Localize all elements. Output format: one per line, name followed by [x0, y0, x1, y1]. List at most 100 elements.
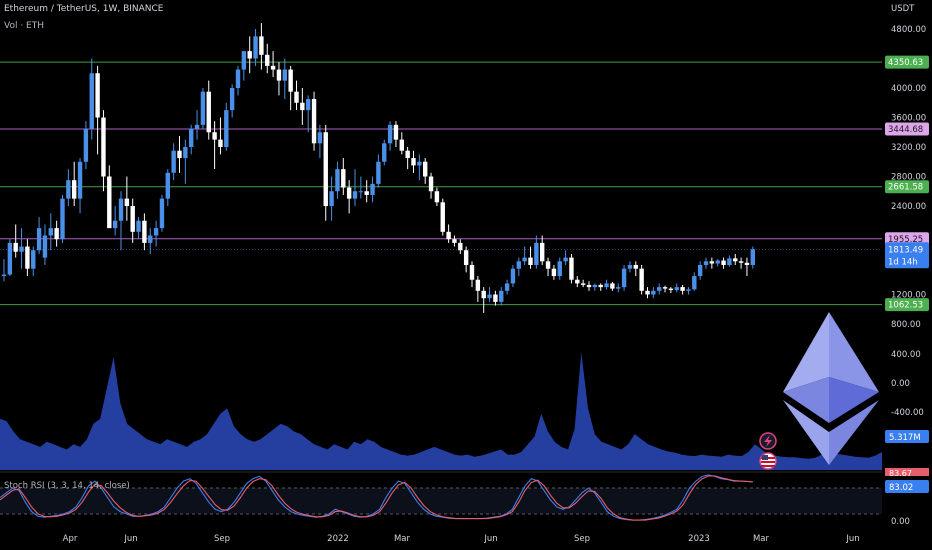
stoch-rsi-pane[interactable]: 83.67 83.02 0.00: [0, 468, 929, 527]
candle-body: [124, 198, 130, 206]
candle-body: [428, 176, 434, 192]
ethereum-logo-mid-right: [829, 377, 879, 423]
candle-body: [288, 69, 293, 92]
lightning-icon[interactable]: [759, 432, 777, 450]
candle-body: [323, 132, 328, 206]
candle-body: [639, 268, 644, 291]
time-tick-label: Sep: [214, 534, 230, 544]
candle-body: [686, 289, 691, 291]
ethereum-logo-bottom-left: [783, 400, 829, 465]
candle-body: [382, 143, 387, 162]
candle-body: [300, 102, 305, 111]
candle-body: [469, 265, 475, 280]
candle-body: [352, 191, 358, 199]
candle-body: [703, 261, 709, 265]
candle-body: [504, 283, 510, 291]
price-tick-label: 800.00: [891, 320, 921, 330]
price-tick-label: 4800.00: [891, 25, 926, 35]
candle-body: [95, 73, 100, 118]
time-tick-label: Jun: [845, 534, 859, 544]
time-tick-label: Apr: [63, 534, 78, 544]
candle-body: [329, 191, 334, 206]
candle-body: [54, 228, 59, 240]
candle-body: [551, 268, 557, 277]
candle-body: [563, 257, 568, 262]
candle-body: [528, 257, 533, 265]
candle-body: [235, 69, 241, 88]
price-pane[interactable]: 4800.00 4000.00 3600.00 3200.00 2800.00 2400.…: [0, 23, 929, 330]
candle-body: [645, 290, 650, 295]
candle-body: [376, 161, 381, 184]
candle-body: [25, 246, 30, 269]
price-tags: 4350.63 3444.68 2661.58 1955.25 1062.53 1813.…: [885, 55, 929, 312]
candle-body: [13, 242, 18, 252]
candle-body: [557, 261, 562, 277]
candle-body: [153, 228, 159, 236]
candle-body: [510, 268, 516, 284]
candle-body: [610, 283, 615, 289]
ethereum-logo-top-left: [783, 312, 829, 392]
time-tick-label: Mar: [394, 534, 411, 544]
candle-body: [651, 290, 656, 295]
price-axis[interactable]: 4800.00 4000.00 3600.00 3200.00 2800.00 2400.…: [891, 25, 926, 330]
price-tick-label: 4000.00: [891, 84, 926, 94]
chart-title[interactable]: Ethereum / TetherUS, 1W, BINANCE: [4, 4, 164, 14]
candle-body: [60, 198, 65, 240]
time-tick-label: 2022: [327, 534, 349, 544]
candle-body: [750, 249, 755, 265]
candle-body: [77, 161, 83, 199]
candle-body: [715, 260, 720, 264]
candle-body: [727, 258, 732, 265]
volume-label[interactable]: Vol · ETH: [4, 21, 44, 31]
price-tick-label: 3200.00: [891, 143, 926, 153]
stoch-rsi-label[interactable]: Stoch RSI (3, 3, 14, 14, close): [4, 481, 130, 491]
time-tick-label: Mar: [753, 534, 770, 544]
candle-body: [487, 294, 492, 299]
price-tick-label: 1200.00: [891, 291, 926, 301]
time-axis[interactable]: Apr Jun Sep 2022 Mar Jun Sep 2023 Mar Jun: [63, 534, 860, 544]
volume-pane[interactable]: 400.00 0.00 -400.00 5.317M: [0, 350, 929, 470]
candle-body: [657, 287, 662, 291]
volume-area: [0, 352, 882, 470]
candle-body: [540, 242, 545, 262]
candle-body: [306, 99, 311, 111]
candle-body: [621, 268, 627, 288]
volume-tick-label: 0.00: [891, 379, 910, 389]
ethereum-logo-mid-left: [783, 377, 829, 423]
candle-body: [253, 36, 258, 59]
candle-body: [265, 54, 270, 66]
price-tick-label: 3600.00: [891, 114, 926, 124]
candle-body: [481, 290, 486, 299]
candle-body: [311, 99, 317, 144]
stoch-line: [0, 475, 753, 521]
level-tag: [885, 55, 929, 69]
volume-tick-label: -400.00: [891, 408, 924, 418]
candle-body: [36, 228, 42, 251]
candle-body: [393, 124, 399, 140]
candle-body: [247, 51, 252, 59]
candle-body: [440, 202, 445, 232]
candle-body: [370, 183, 375, 195]
candle-body: [19, 246, 24, 252]
volume-value-label: 5.317M: [889, 433, 921, 443]
candle-body: [697, 265, 703, 277]
level-tag: [885, 298, 929, 312]
candle-body: [493, 294, 498, 302]
candle-body: [358, 191, 364, 193]
candle-body: [317, 132, 323, 144]
candle-body: [598, 284, 603, 288]
candles[interactable]: [1, 23, 755, 313]
candle-body: [446, 231, 451, 240]
candle-body: [107, 176, 112, 229]
candle-body: [282, 69, 287, 81]
candle-body: [452, 239, 457, 243]
us-flag-icon[interactable]: [759, 452, 777, 470]
candle-body: [83, 128, 89, 162]
countdown-label: 1d 14h: [888, 257, 918, 267]
level-tag-label: 3444.68: [888, 125, 923, 135]
candle-body: [148, 235, 153, 243]
candle-body: [159, 198, 165, 229]
volume-area-fill: [0, 352, 882, 470]
candle-body: [662, 287, 668, 289]
